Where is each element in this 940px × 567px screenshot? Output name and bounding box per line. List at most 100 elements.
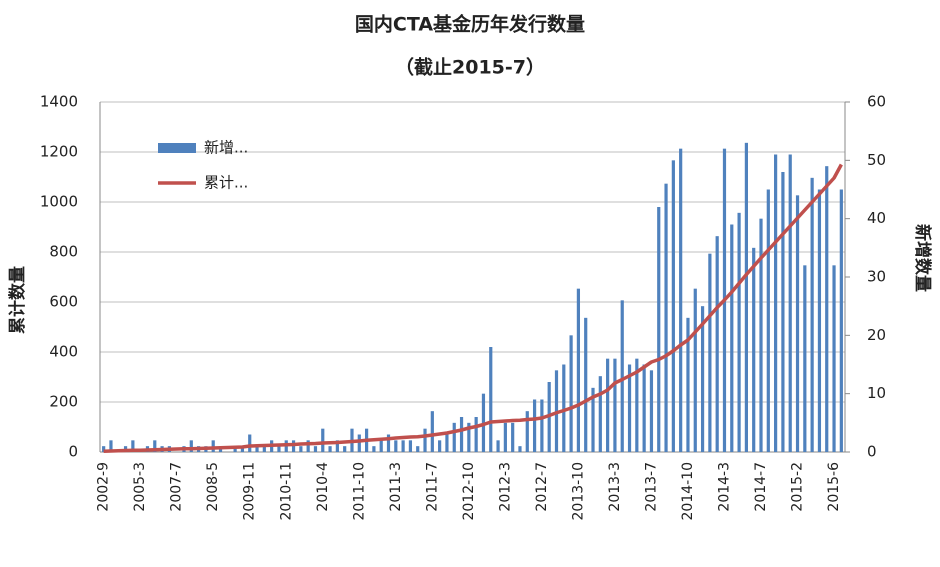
x-tick-label: 2010-11: [278, 462, 294, 521]
x-tick-label: 2014-7: [753, 462, 769, 512]
y-axis-label: 累计数量: [7, 266, 28, 334]
legend-label: 新增...: [204, 139, 248, 157]
legend-swatch: [158, 143, 196, 153]
y2-tick-label: 10: [867, 384, 886, 402]
bar: [489, 347, 493, 452]
bar: [803, 265, 807, 452]
x-tick-label: 2011-7: [424, 462, 440, 512]
bar: [620, 300, 624, 452]
bar: [379, 440, 383, 452]
bar: [474, 417, 478, 452]
bar: [781, 172, 785, 452]
bar: [591, 387, 595, 452]
bar: [416, 446, 420, 452]
bar: [430, 411, 434, 452]
x-tick-label: 2012-3: [497, 462, 513, 512]
bar: [598, 376, 602, 452]
bar: [832, 265, 836, 452]
bar: [321, 428, 325, 452]
bar: [788, 154, 792, 452]
bar: [306, 440, 310, 452]
bar: [299, 446, 303, 452]
bar: [737, 212, 741, 452]
bar: [686, 317, 690, 452]
bar: [248, 434, 252, 452]
bar: [459, 417, 464, 452]
bar: [335, 440, 339, 452]
bar: [752, 247, 756, 452]
bar: [540, 399, 544, 452]
bar: [467, 422, 471, 452]
bar: [511, 422, 515, 452]
x-tick-label: 2015-6: [826, 462, 842, 512]
x-tick-label: 2013-3: [607, 462, 623, 512]
bar: [613, 358, 617, 452]
bar: [635, 358, 639, 452]
bar: [664, 183, 668, 452]
y-tick-label: 800: [49, 243, 78, 261]
bar: [730, 224, 734, 452]
bar: [401, 440, 405, 452]
bar: [817, 189, 822, 452]
bar: [839, 189, 843, 452]
bar: [328, 446, 332, 452]
bar: [657, 207, 661, 452]
bar: [649, 370, 654, 452]
bar: [606, 358, 610, 452]
x-tick-label: 2012-10: [461, 462, 477, 521]
bar: [766, 189, 770, 452]
bar: [584, 317, 588, 452]
bar: [503, 422, 507, 452]
y-tick-label: 1000: [40, 193, 78, 211]
x-tick-label: 2014-10: [680, 462, 696, 521]
bar: [277, 446, 281, 452]
bar: [211, 440, 215, 452]
x-tick-label: 2010-4: [315, 462, 331, 512]
bar: [153, 440, 157, 452]
y2-tick-label: 60: [867, 93, 886, 111]
chart-title: 国内CTA基金历年发行数量: [355, 13, 585, 36]
bar: [693, 288, 697, 452]
bar: [357, 434, 361, 452]
x-tick-label: 2012-7: [534, 462, 550, 512]
bar: [700, 306, 705, 452]
bar: [438, 440, 442, 452]
bar: [569, 335, 573, 452]
y2-tick-label: 40: [867, 209, 886, 227]
y-tick-label: 0: [68, 443, 78, 461]
bar: [744, 142, 748, 453]
bar: [708, 253, 712, 452]
chart-subtitle: （截止2015-7）: [395, 56, 545, 79]
y-tick-label: 600: [49, 293, 78, 311]
bar: [394, 440, 398, 452]
y-tick-label: 200: [49, 393, 78, 411]
bar: [240, 446, 245, 452]
bar: [627, 364, 632, 452]
bar: [576, 288, 581, 452]
y2-tick-label: 20: [867, 326, 886, 344]
bar: [810, 177, 814, 453]
bar: [795, 195, 800, 453]
y-tick-label: 1400: [40, 93, 78, 111]
bar: [262, 446, 266, 452]
bar: [255, 446, 259, 452]
x-tick-label: 2011-3: [388, 462, 404, 512]
x-tick-label: 2015-2: [790, 462, 806, 512]
bar: [423, 428, 427, 452]
x-tick-label: 2013-7: [643, 462, 659, 512]
bar: [679, 148, 683, 452]
bar: [189, 440, 193, 452]
x-tick-label: 2014-3: [716, 462, 732, 512]
bar: [759, 218, 763, 452]
y-tick-label: 1200: [40, 143, 78, 161]
bar: [233, 446, 237, 452]
x-tick-label: 2005-3: [132, 462, 148, 512]
bar: [343, 446, 347, 452]
x-tick-label: 2011-10: [351, 462, 367, 521]
y2-tick-label: 30: [867, 268, 886, 286]
x-tick-label: 2008-5: [205, 462, 221, 512]
y-tick-label: 400: [49, 343, 78, 361]
bar: [518, 446, 522, 452]
bar: [445, 434, 449, 452]
